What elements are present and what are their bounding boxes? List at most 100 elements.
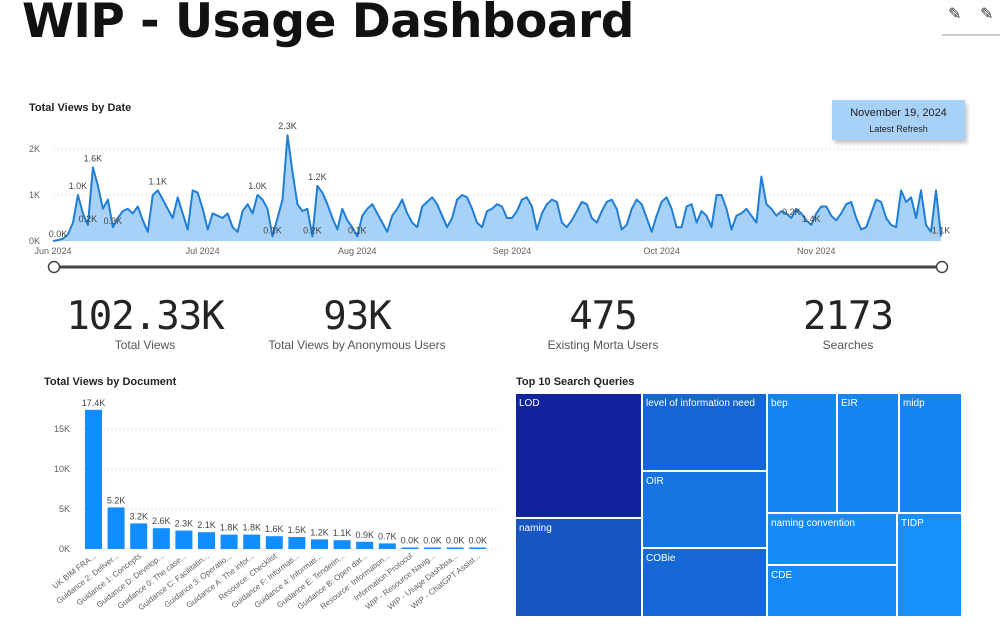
- pencil-icon[interactable]: ✎: [948, 6, 962, 23]
- x-tick-label: Oct 2024: [643, 246, 680, 256]
- kpi-label: Total Views by Anonymous Users: [268, 338, 446, 352]
- bar: [220, 534, 238, 549]
- data-label: 1.5K: [288, 525, 307, 535]
- data-label: 2.1K: [197, 520, 216, 530]
- treemap-label: bep: [771, 398, 788, 409]
- more-icon[interactable]: ✎: [980, 6, 994, 23]
- x-tick-label: Jul 2024: [186, 246, 220, 256]
- bar: [175, 530, 193, 549]
- treemap-title: Top 10 Search Queries: [516, 376, 635, 388]
- y-tick-label: 0K: [29, 236, 40, 246]
- treemap-cell-level-of-information-need[interactable]: level of information need: [642, 393, 767, 471]
- series-line: [52, 134, 942, 242]
- data-label: 1.2K: [308, 172, 327, 182]
- data-label: 0.2K: [303, 225, 322, 235]
- kpi-searches: 2173 Searches: [738, 294, 958, 352]
- y-tick-label: 1K: [29, 190, 40, 200]
- document-chart-title: Total Views by Document: [44, 376, 177, 388]
- data-label: 2.3K: [175, 519, 194, 529]
- data-label: 1.0K: [248, 181, 267, 191]
- data-label: 1.8K: [242, 523, 261, 533]
- refresh-date: November 19, 2024: [850, 107, 947, 119]
- slider-handle-end[interactable]: [935, 260, 949, 274]
- data-label: 5.2K: [107, 495, 126, 505]
- bar: [378, 543, 396, 549]
- kpi-value: 93K: [323, 294, 391, 339]
- kpi-anonymous-views: 93K Total Views by Anonymous Users: [247, 294, 467, 352]
- data-label: 1.1K: [957, 0, 976, 2]
- bar: [333, 540, 351, 549]
- treemap-cell-bep[interactable]: bep: [767, 393, 837, 513]
- kpi-value: 475: [569, 294, 637, 339]
- treemap-cell-oir[interactable]: OIR: [642, 471, 767, 548]
- treemap-label: CDE: [771, 570, 793, 581]
- data-label: 0.0K: [49, 229, 68, 239]
- data-label: 0.3K: [104, 216, 123, 226]
- data-label: 1.8K: [220, 523, 239, 533]
- data-label: 1.1K: [932, 225, 951, 235]
- treemap-cell-naming[interactable]: naming: [515, 518, 642, 617]
- data-label: 1.1K: [149, 176, 168, 186]
- bar: [401, 547, 419, 549]
- treemap-cell-eir[interactable]: EIR: [837, 393, 899, 513]
- data-label: 2.6K: [152, 516, 171, 526]
- area-fill: [53, 135, 941, 241]
- data-label: 1.0K: [69, 181, 88, 191]
- bar: [356, 541, 374, 549]
- data-label: 0.0K: [401, 536, 420, 546]
- data-label: 0.0K: [468, 536, 487, 546]
- x-tick-label: Aug 2024: [338, 246, 377, 256]
- treemap-label: LOD: [519, 398, 540, 409]
- kpi-value: 102.33K: [66, 294, 224, 339]
- latest-refresh-card: November 19, 2024 Latest Refresh: [832, 100, 965, 140]
- bar: [265, 536, 283, 549]
- x-tick-label: Jun 2024: [34, 246, 71, 256]
- data-label: 2.3K: [278, 121, 297, 131]
- data-label: 0.7K: [378, 531, 397, 541]
- kpi-value: 2173: [803, 294, 894, 339]
- date-chart-title: Total Views by Date: [29, 102, 132, 114]
- data-label: 0.1K: [263, 225, 282, 235]
- data-label: 0.2K: [952, 0, 971, 2]
- bar: [152, 528, 170, 549]
- bar: [107, 507, 125, 549]
- refresh-label: Latest Refresh: [869, 124, 928, 134]
- data-label: 0.2K: [782, 207, 801, 217]
- treemap-cell-midp[interactable]: midp: [899, 393, 962, 513]
- y-tick-label: 5K: [59, 504, 70, 514]
- bar: [424, 547, 441, 549]
- data-label: 0.1K: [962, 0, 981, 2]
- x-tick-label: Sep 2024: [493, 246, 532, 256]
- kpi-morta-users: 475 Existing Morta Users: [493, 294, 713, 352]
- bar: [130, 523, 148, 549]
- date-range-slider[interactable]: [0, 258, 1000, 278]
- treemap-cell-tidp[interactable]: TIDP: [897, 513, 962, 617]
- bar: [469, 547, 487, 549]
- data-label: 0.0K: [446, 536, 465, 546]
- data-label: 1.1K: [333, 528, 352, 538]
- treemap-label: level of information need: [646, 398, 755, 409]
- bar: [446, 547, 464, 549]
- bar: [288, 537, 306, 549]
- data-label: 0.1K: [348, 225, 367, 235]
- header-toolbar: ✎ ✎: [942, 0, 1000, 36]
- treemap-label: EIR: [841, 398, 858, 409]
- x-tick-label: Nov 2024: [797, 246, 836, 256]
- search-queries-treemap[interactable]: LOD naming level of information need OIR…: [515, 393, 962, 617]
- kpi-label: Searches: [822, 338, 874, 352]
- kpi-label: Total Views: [114, 338, 176, 352]
- views-by-date-chart[interactable]: 0K 1K 2K Jun 2024 Jul 2024 Aug 2024 Sep 2024 Oc…: [0, 0, 1000, 290]
- data-label: 1.6K: [265, 524, 284, 534]
- kpi-total-views: 102.33K Total Views: [35, 294, 255, 352]
- treemap-cell-cde[interactable]: CDE: [767, 565, 897, 617]
- y-tick-label: 15K: [54, 424, 70, 434]
- treemap-cell-cobie[interactable]: COBie: [642, 548, 767, 617]
- data-label: 0.2K: [79, 214, 98, 224]
- data-label: 1.2K: [310, 527, 329, 537]
- data-label: 0.0K: [423, 536, 442, 546]
- data-label: 1.6K: [84, 153, 103, 163]
- slider-handle-start[interactable]: [47, 260, 61, 274]
- treemap-cell-naming-convention[interactable]: naming convention: [767, 513, 897, 565]
- treemap-cell-lod[interactable]: LOD: [515, 393, 642, 518]
